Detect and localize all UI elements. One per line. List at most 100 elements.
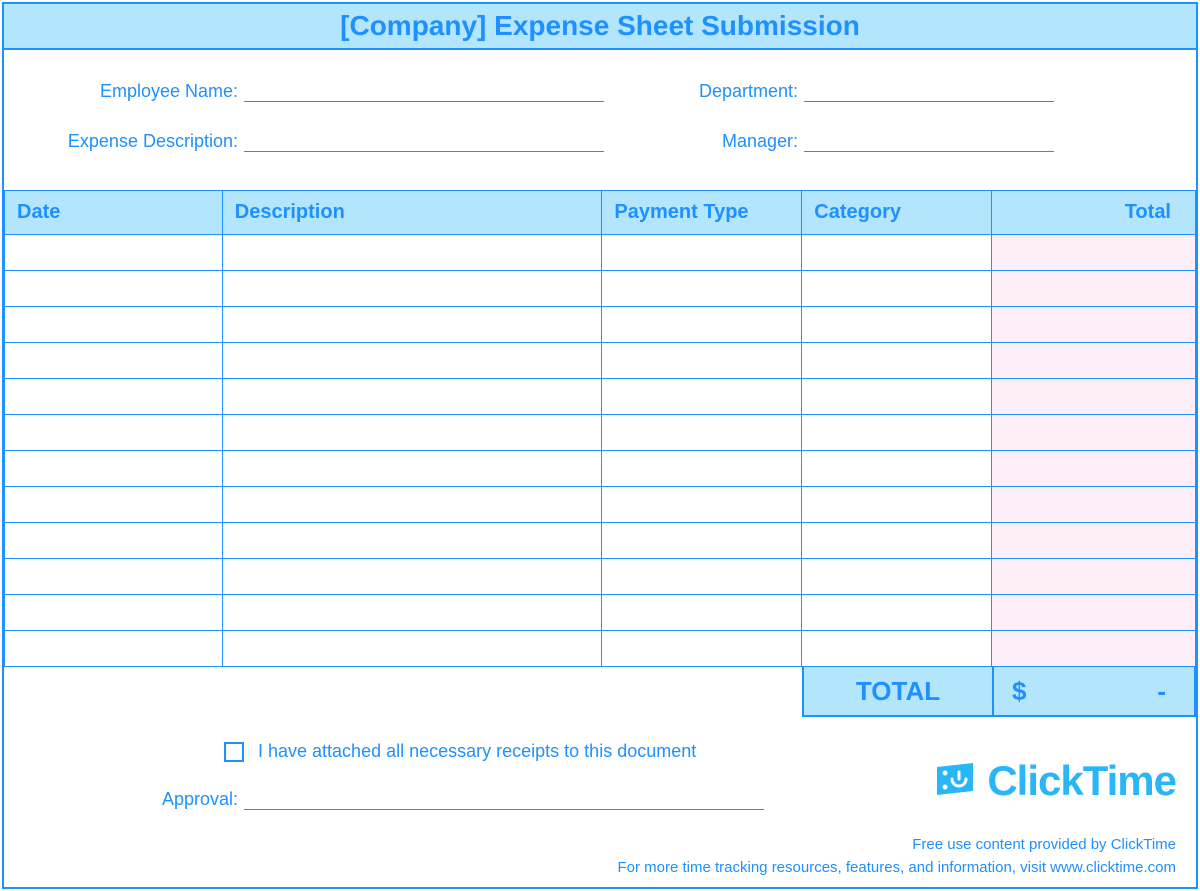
table-cell[interactable] [5, 235, 223, 271]
table-cell[interactable] [602, 235, 802, 271]
table-cell[interactable] [222, 487, 602, 523]
table-cell[interactable] [5, 343, 223, 379]
table-cell[interactable] [222, 559, 602, 595]
table-cell[interactable] [992, 487, 1196, 523]
table-row [5, 343, 1196, 379]
table-cell[interactable] [992, 307, 1196, 343]
table-cell[interactable] [992, 523, 1196, 559]
footer: Free use content provided by ClickTime F… [4, 830, 1196, 887]
table-cell[interactable] [602, 487, 802, 523]
table-cell[interactable] [5, 523, 223, 559]
table-row [5, 235, 1196, 271]
table-row [5, 271, 1196, 307]
receipt-checkbox[interactable] [224, 742, 244, 762]
manager-label: Manager: [624, 131, 804, 152]
table-cell[interactable] [992, 631, 1196, 667]
table-cell[interactable] [992, 379, 1196, 415]
approval-input[interactable] [244, 788, 764, 810]
table-cell[interactable] [802, 487, 992, 523]
table-cell[interactable] [992, 415, 1196, 451]
table-row [5, 307, 1196, 343]
table-cell[interactable] [602, 271, 802, 307]
table-cell[interactable] [992, 451, 1196, 487]
expense-desc-label: Expense Description: [24, 131, 244, 152]
table-cell[interactable] [602, 307, 802, 343]
expense-sheet: [Company] Expense Sheet Submission Emplo… [2, 2, 1198, 889]
employee-name-field: Employee Name: [24, 80, 624, 102]
table-row [5, 415, 1196, 451]
table-cell[interactable] [222, 307, 602, 343]
table-cell[interactable] [802, 451, 992, 487]
table-cell[interactable] [992, 595, 1196, 631]
table-cell[interactable] [802, 415, 992, 451]
table-cell[interactable] [802, 595, 992, 631]
table-cell[interactable] [5, 595, 223, 631]
table-cell[interactable] [222, 523, 602, 559]
approval-label: Approval: [24, 789, 244, 810]
bottom-area: I have attached all necessary receipts t… [4, 717, 1196, 830]
table-cell[interactable] [5, 631, 223, 667]
department-label: Department: [624, 81, 804, 102]
grand-total-row: TOTAL $ - [4, 667, 1196, 717]
info-row-1: Employee Name: Department: [24, 80, 1176, 102]
grand-total-value: $ - [992, 667, 1196, 717]
table-cell[interactable] [602, 343, 802, 379]
table-cell[interactable] [802, 271, 992, 307]
col-header-date: Date [5, 191, 223, 235]
expense-desc-input[interactable] [244, 130, 604, 152]
table-row [5, 523, 1196, 559]
table-cell[interactable] [802, 235, 992, 271]
table-cell[interactable] [5, 379, 223, 415]
footer-line-2: For more time tracking resources, featur… [4, 857, 1176, 880]
table-cell[interactable] [992, 235, 1196, 271]
table-cell[interactable] [802, 379, 992, 415]
table-cell[interactable] [602, 559, 802, 595]
manager-input[interactable] [804, 130, 1054, 152]
table-cell[interactable] [222, 235, 602, 271]
table-cell[interactable] [602, 415, 802, 451]
info-area: Employee Name: Department: Expense Descr… [4, 50, 1196, 190]
grand-total-currency: $ [1012, 676, 1026, 707]
col-header-payment-type: Payment Type [602, 191, 802, 235]
clicktime-logo: ClickTime [931, 757, 1176, 805]
table-row [5, 595, 1196, 631]
table-cell[interactable] [5, 451, 223, 487]
table-cell[interactable] [222, 379, 602, 415]
table-header-row: Date Description Payment Type Category T… [5, 191, 1196, 235]
table-cell[interactable] [5, 415, 223, 451]
table-cell[interactable] [5, 271, 223, 307]
table-cell[interactable] [992, 343, 1196, 379]
table-cell[interactable] [802, 343, 992, 379]
table-cell[interactable] [5, 559, 223, 595]
expense-desc-field: Expense Description: [24, 130, 624, 152]
branding-block: ClickTime [931, 757, 1176, 805]
table-cell[interactable] [5, 307, 223, 343]
table-cell[interactable] [222, 631, 602, 667]
table-cell[interactable] [222, 343, 602, 379]
table-row [5, 559, 1196, 595]
table-cell[interactable] [992, 271, 1196, 307]
table-cell[interactable] [602, 451, 802, 487]
table-cell[interactable] [602, 595, 802, 631]
grand-total-amount: - [1157, 676, 1166, 707]
table-cell[interactable] [222, 415, 602, 451]
table-cell[interactable] [602, 379, 802, 415]
title-bar: [Company] Expense Sheet Submission [4, 4, 1196, 50]
table-cell[interactable] [5, 487, 223, 523]
table-cell[interactable] [802, 559, 992, 595]
employee-name-input[interactable] [244, 80, 604, 102]
table-cell[interactable] [992, 559, 1196, 595]
table-cell[interactable] [602, 631, 802, 667]
table-cell[interactable] [222, 595, 602, 631]
table-cell[interactable] [222, 271, 602, 307]
table-cell[interactable] [222, 451, 602, 487]
table-row [5, 631, 1196, 667]
employee-name-label: Employee Name: [24, 81, 244, 102]
footer-line-1: Free use content provided by ClickTime [4, 834, 1176, 857]
department-input[interactable] [804, 80, 1054, 102]
table-cell[interactable] [802, 307, 992, 343]
table-cell[interactable] [802, 523, 992, 559]
clicktime-logo-text: ClickTime [987, 757, 1176, 805]
table-cell[interactable] [802, 631, 992, 667]
table-cell[interactable] [602, 523, 802, 559]
